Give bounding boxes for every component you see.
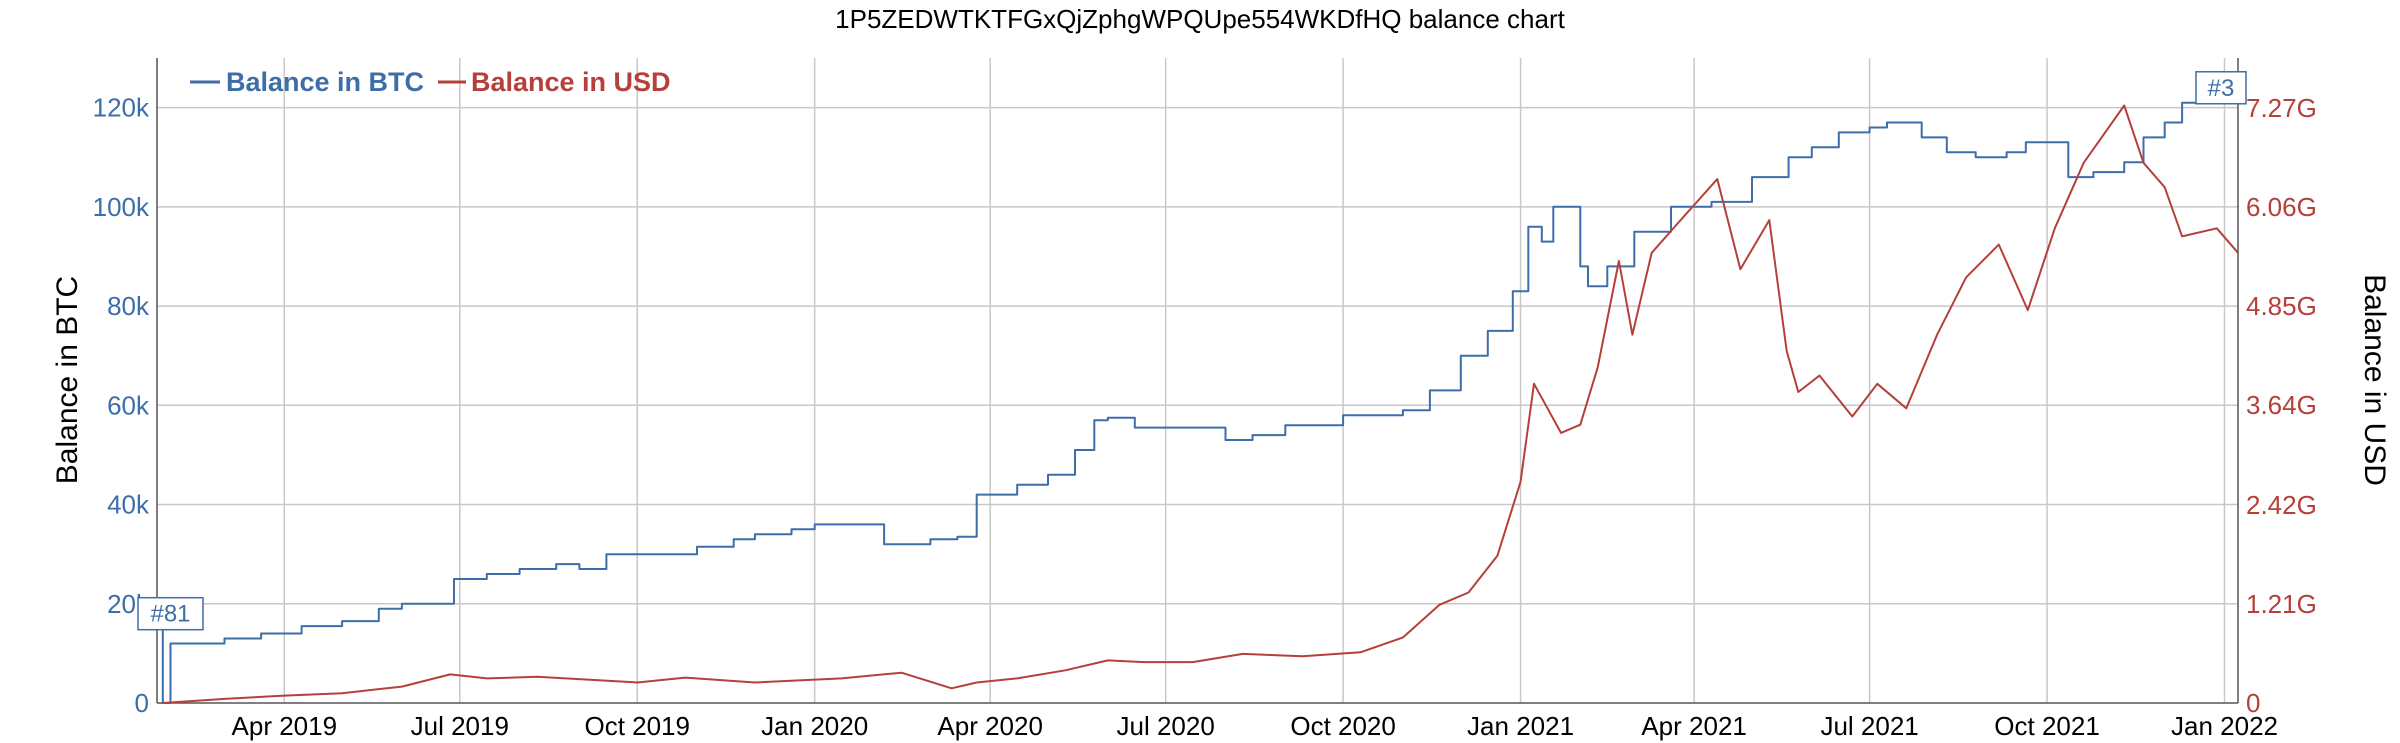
y-tick-label-right: 1.21G xyxy=(2246,589,2317,619)
y-tick-label-left: 0 xyxy=(135,688,149,718)
annotation-box xyxy=(137,596,204,631)
y-tick-label-right: 7.27G xyxy=(2246,93,2317,123)
legend-entry-btc[interactable]: Balance in BTC xyxy=(226,67,424,97)
y-tick-label-left: 80k xyxy=(107,291,150,321)
y-axis-label-left: Balance in BTC xyxy=(51,276,84,484)
x-tick-label: Jul 2020 xyxy=(1117,711,1215,741)
x-tick-label: Jul 2019 xyxy=(411,711,509,741)
x-tick-label: Jul 2021 xyxy=(1820,711,1918,741)
y-tick-label-left: 40k xyxy=(107,490,150,520)
y-axis-label-right: Balance in USD xyxy=(2358,274,2391,486)
y-tick-label-left: 120k xyxy=(93,93,150,123)
x-tick-label: Apr 2021 xyxy=(1641,711,1747,741)
grid-lines xyxy=(157,58,2238,703)
annotation-label: #81 xyxy=(150,601,190,628)
y-tick-label-right: 3.64G xyxy=(2246,390,2317,420)
x-tick-label: Oct 2021 xyxy=(1994,711,2100,741)
x-tick-label: Oct 2019 xyxy=(584,711,690,741)
x-tick-label: Oct 2020 xyxy=(1290,711,1396,741)
annotation-box xyxy=(2195,71,2247,105)
legend: Balance in BTC Balance in USD xyxy=(190,67,671,97)
x-tick-label: Apr 2020 xyxy=(937,711,1043,741)
x-tick-label: Apr 2019 xyxy=(232,711,338,741)
series-line-usd[interactable] xyxy=(162,104,2239,704)
annotation-label: #3 xyxy=(2208,75,2235,102)
legend-entry-usd[interactable]: Balance in USD xyxy=(471,67,671,97)
series-line-btc[interactable] xyxy=(157,86,2238,704)
y-tick-label-right: 6.06G xyxy=(2246,192,2317,222)
y-tick-label-right: 4.85G xyxy=(2246,291,2317,321)
y-tick-label-right: 0 xyxy=(2246,688,2260,718)
axes xyxy=(156,58,2239,704)
tick-labels: 020k40k60k80k100k120k01.21G2.42G3.64G4.8… xyxy=(93,93,2317,741)
x-tick-label: Jan 2021 xyxy=(1467,711,1574,741)
annotation-flag[interactable]: #81 xyxy=(137,596,204,631)
x-tick-label: Jan 2022 xyxy=(2171,711,2278,741)
series-lines xyxy=(157,86,2239,704)
annotation-flag[interactable]: #3 xyxy=(2195,71,2247,105)
y-tick-label-left: 100k xyxy=(93,192,150,222)
chart-title: 1P5ZEDWTKTFGxQjZphgWPQUpe554WKDfHQ balan… xyxy=(835,4,1565,34)
y-tick-label-right: 2.42G xyxy=(2246,490,2317,520)
annotations: #81 #3 xyxy=(137,71,2247,631)
x-tick-label: Jan 2020 xyxy=(761,711,868,741)
y-tick-label-left: 60k xyxy=(107,390,150,420)
